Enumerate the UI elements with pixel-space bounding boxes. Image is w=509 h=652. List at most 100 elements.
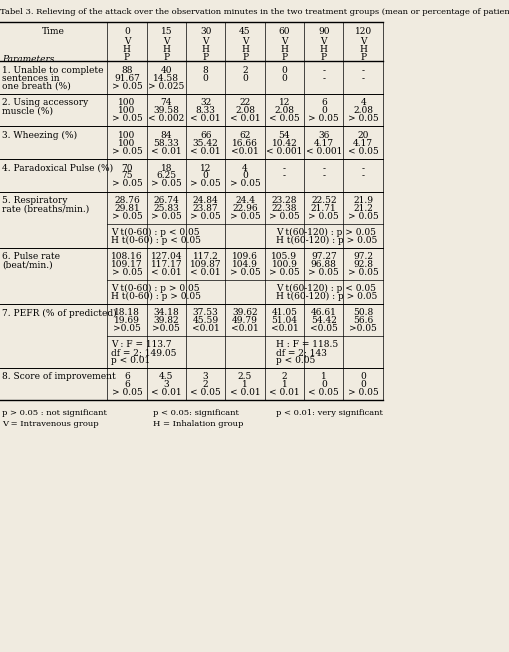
Text: 84: 84 <box>160 131 172 140</box>
Text: V: V <box>124 37 130 46</box>
Text: 49.79: 49.79 <box>232 316 258 325</box>
Text: 66: 66 <box>200 131 211 140</box>
Text: V = Intravenous group: V = Intravenous group <box>2 420 99 428</box>
Text: 22.96: 22.96 <box>232 204 258 213</box>
Text: V t(60-120) : p > 0.05: V t(60-120) : p > 0.05 <box>276 228 376 237</box>
Text: 58.33: 58.33 <box>153 139 179 148</box>
Text: 26.74: 26.74 <box>153 196 179 205</box>
Text: 4: 4 <box>360 98 366 108</box>
Text: V: V <box>203 37 209 46</box>
Text: <0.01: <0.01 <box>192 324 219 333</box>
Text: 24.4: 24.4 <box>235 196 255 205</box>
Text: 12: 12 <box>200 164 211 173</box>
Text: H: H <box>123 45 131 54</box>
Text: V t(0-60) : p < 0.05: V t(0-60) : p < 0.05 <box>111 228 200 237</box>
Text: <0.01: <0.01 <box>270 324 298 333</box>
Text: 21.2: 21.2 <box>353 204 373 213</box>
Text: < 0.01: < 0.01 <box>230 114 260 123</box>
Text: 70: 70 <box>121 164 133 173</box>
Text: < 0.002: < 0.002 <box>148 114 184 123</box>
Text: 109.17: 109.17 <box>111 260 143 269</box>
Text: -: - <box>362 171 364 181</box>
Text: muscle (%): muscle (%) <box>2 106 53 115</box>
Text: 90: 90 <box>318 27 329 36</box>
Text: 1. Unable to complete: 1. Unable to complete <box>2 66 103 75</box>
Text: V: V <box>281 37 288 46</box>
Text: > 0.05: > 0.05 <box>348 212 379 221</box>
Text: 2: 2 <box>242 66 248 75</box>
Text: V: V <box>242 37 248 46</box>
Text: 2.5: 2.5 <box>238 372 252 381</box>
Text: 4. Paradoxical Pulse (%): 4. Paradoxical Pulse (%) <box>2 164 113 173</box>
Text: 40: 40 <box>160 66 172 75</box>
Text: -: - <box>362 66 364 75</box>
Text: -: - <box>322 164 325 173</box>
Text: df = 2; 143: df = 2; 143 <box>276 348 327 357</box>
Text: 2: 2 <box>281 372 287 381</box>
Text: 97.2: 97.2 <box>353 252 373 261</box>
Text: < 0.01: < 0.01 <box>151 147 182 156</box>
Text: Tabel 3. Relieving of the attack over the observation minutes in the two treatme: Tabel 3. Relieving of the attack over th… <box>0 8 509 16</box>
Text: 29.81: 29.81 <box>114 204 140 213</box>
Text: 105.9: 105.9 <box>271 252 297 261</box>
Text: < 0.01: < 0.01 <box>190 268 221 277</box>
Text: < 0.001: < 0.001 <box>305 147 342 156</box>
Text: 4.17: 4.17 <box>314 139 334 148</box>
Text: 2. Using accessory: 2. Using accessory <box>2 98 88 108</box>
Text: 19.69: 19.69 <box>114 316 140 325</box>
Text: 0: 0 <box>321 380 327 389</box>
Text: 54: 54 <box>278 131 290 140</box>
Text: 56.6: 56.6 <box>353 316 373 325</box>
Text: >0.05: >0.05 <box>113 324 141 333</box>
Text: 22: 22 <box>239 98 250 108</box>
Text: 32: 32 <box>200 98 211 108</box>
Text: 108.16: 108.16 <box>111 252 143 261</box>
Text: 127.04: 127.04 <box>151 252 182 261</box>
Text: 20: 20 <box>357 131 369 140</box>
Text: 6: 6 <box>124 380 130 389</box>
Text: 1: 1 <box>281 380 287 389</box>
Text: > 0.05: > 0.05 <box>151 212 182 221</box>
Text: 104.9: 104.9 <box>232 260 258 269</box>
Text: H: H <box>359 45 367 54</box>
Text: > 0.05: > 0.05 <box>230 212 261 221</box>
Text: 109.87: 109.87 <box>190 260 221 269</box>
Text: H = Inhalation group: H = Inhalation group <box>153 420 243 428</box>
Text: (beat/min.): (beat/min.) <box>2 260 52 269</box>
Text: H: H <box>320 45 328 54</box>
Text: 4.17: 4.17 <box>353 139 373 148</box>
Text: V: V <box>360 37 366 46</box>
Text: > 0.05: > 0.05 <box>348 268 379 277</box>
Text: 96.88: 96.88 <box>311 260 337 269</box>
Text: > 0.05: > 0.05 <box>111 179 142 188</box>
Text: 3: 3 <box>203 372 209 381</box>
Text: < 0.001: < 0.001 <box>266 147 302 156</box>
Text: H: H <box>241 45 249 54</box>
Text: 15: 15 <box>160 27 172 36</box>
Text: 88: 88 <box>121 66 133 75</box>
Text: 39.58: 39.58 <box>153 106 179 115</box>
Text: 2.08: 2.08 <box>235 106 255 115</box>
Text: 74: 74 <box>160 98 172 108</box>
Text: > 0.05: > 0.05 <box>348 388 379 397</box>
Text: 39.62: 39.62 <box>232 308 258 318</box>
Text: 14.58: 14.58 <box>153 74 179 83</box>
Text: > 0.05: > 0.05 <box>230 179 261 188</box>
Text: Time: Time <box>42 27 65 36</box>
Text: V t(0-60) : p > 0.05: V t(0-60) : p > 0.05 <box>111 284 200 293</box>
Text: 8.33: 8.33 <box>195 106 216 115</box>
Text: 100: 100 <box>118 98 135 108</box>
Text: > 0.05: > 0.05 <box>348 114 379 123</box>
Text: 6. Pulse rate: 6. Pulse rate <box>2 252 60 261</box>
Text: 0: 0 <box>360 372 366 381</box>
Text: -: - <box>362 164 364 173</box>
Text: 6: 6 <box>321 98 327 108</box>
Text: -: - <box>283 164 286 173</box>
Text: 62: 62 <box>239 131 251 140</box>
Text: <0.01: <0.01 <box>231 147 259 156</box>
Text: rate (breaths/min.): rate (breaths/min.) <box>2 204 89 213</box>
Text: > 0.05: > 0.05 <box>111 268 142 277</box>
Text: 91.67: 91.67 <box>114 74 140 83</box>
Text: 109.6: 109.6 <box>232 252 258 261</box>
Text: p < 0.01: very significant: p < 0.01: very significant <box>276 409 383 417</box>
